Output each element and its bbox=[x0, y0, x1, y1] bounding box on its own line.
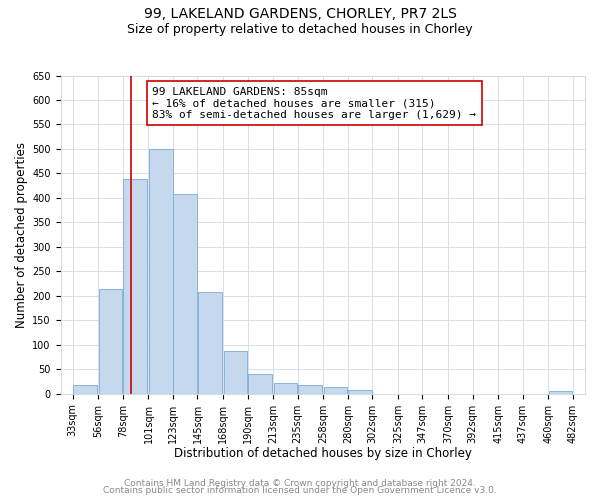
Bar bbox=[173, 194, 197, 394]
Bar bbox=[149, 149, 173, 394]
Bar bbox=[73, 385, 97, 394]
Bar bbox=[248, 374, 272, 394]
Bar bbox=[324, 388, 347, 394]
Text: Contains HM Land Registry data © Crown copyright and database right 2024.: Contains HM Land Registry data © Crown c… bbox=[124, 478, 476, 488]
Bar bbox=[274, 383, 297, 394]
Bar bbox=[224, 351, 247, 394]
Y-axis label: Number of detached properties: Number of detached properties bbox=[15, 142, 28, 328]
Bar bbox=[99, 290, 122, 394]
Bar bbox=[348, 390, 372, 394]
Bar bbox=[198, 292, 221, 394]
Text: Size of property relative to detached houses in Chorley: Size of property relative to detached ho… bbox=[127, 22, 473, 36]
X-axis label: Distribution of detached houses by size in Chorley: Distribution of detached houses by size … bbox=[174, 447, 472, 460]
Text: 99, LAKELAND GARDENS, CHORLEY, PR7 2LS: 99, LAKELAND GARDENS, CHORLEY, PR7 2LS bbox=[143, 8, 457, 22]
Bar bbox=[298, 385, 322, 394]
Text: Contains public sector information licensed under the Open Government Licence v3: Contains public sector information licen… bbox=[103, 486, 497, 495]
Text: 99 LAKELAND GARDENS: 85sqm
← 16% of detached houses are smaller (315)
83% of sem: 99 LAKELAND GARDENS: 85sqm ← 16% of deta… bbox=[152, 86, 476, 120]
Bar bbox=[124, 180, 147, 394]
Bar bbox=[548, 392, 572, 394]
